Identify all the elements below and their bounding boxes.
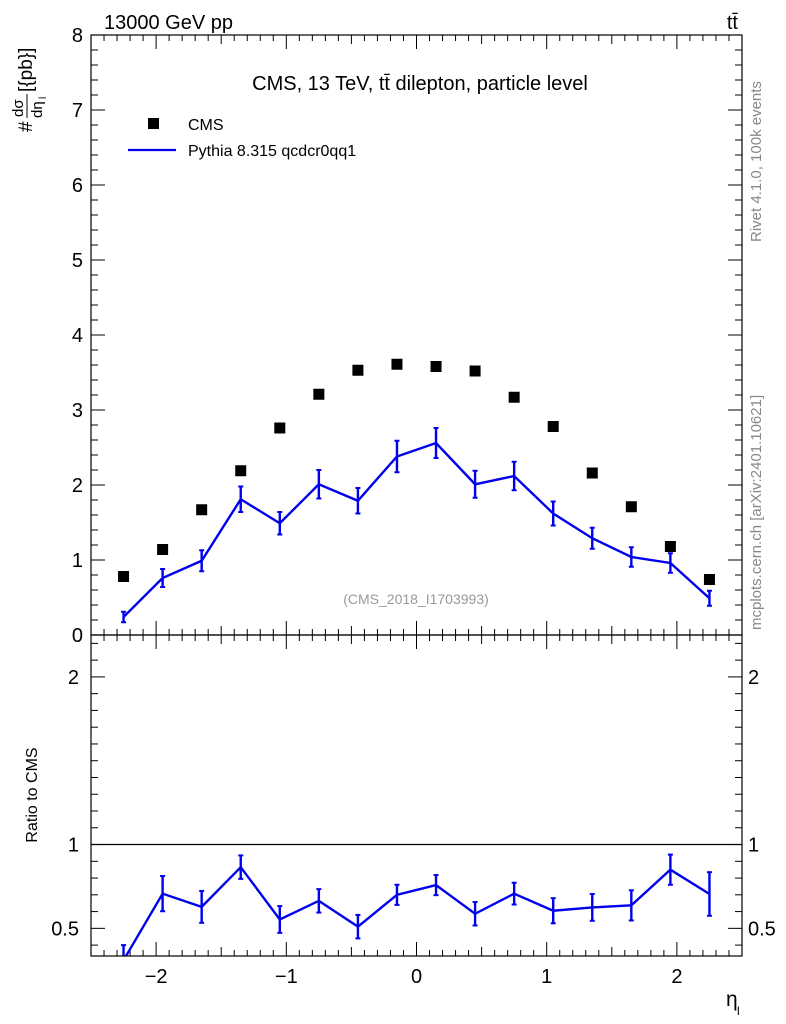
ratio-mc-line (124, 865, 711, 956)
x-tick-labels: −2 −1 0 1 2 (145, 966, 683, 988)
x-tick-label: 2 (671, 966, 682, 988)
x-tick-label: 0 (411, 966, 422, 988)
main-y-tick-labels: 0 1 2 3 4 5 6 7 8 (72, 25, 83, 647)
ratio-y-tick-label-right: 2 (748, 667, 759, 689)
cms-data-point (586, 467, 598, 479)
mcplots-reference-label: mcplots.cern.ch [arXiv:2401.10621] (748, 395, 765, 630)
legend-cms-marker (148, 118, 159, 129)
main-y-tick-label: 1 (72, 550, 83, 572)
cms-data-point (235, 465, 247, 477)
cms-data-point (508, 391, 520, 403)
main-y-tick-label: 8 (72, 25, 83, 47)
main-plot-title: CMS, 13 TeV, tt̄ dilepton, particle leve… (252, 73, 588, 95)
svg-text:η: η (726, 988, 738, 1011)
cms-data-point (352, 364, 364, 376)
x-axis-label: η l (726, 988, 740, 1018)
cms-data-point (703, 574, 715, 585)
svg-text:l: l (737, 1004, 740, 1018)
header-process-label: tt̄ (727, 12, 739, 34)
ratio-y-tick-label: 1 (68, 835, 79, 857)
cms-data-point (664, 541, 676, 552)
svg-text:[{pb}]: [{pb}] (16, 48, 37, 92)
main-y-tick-label: 7 (72, 100, 83, 122)
cms-data-point (547, 421, 559, 432)
rivet-version-label: Rivet 4.1.0, 100k events (748, 81, 765, 242)
mc-series (121, 427, 712, 624)
ratio-y-tick-label: 0.5 (51, 918, 79, 940)
cms-data-point (313, 388, 325, 400)
main-y-axis-label: # dσ dη l [{pb}] (10, 48, 49, 132)
main-y-tick-label: 2 (72, 475, 83, 497)
cms-data-point (118, 571, 130, 582)
watermark-analysis-id: (CMS_2018_I1703993) (343, 591, 489, 607)
ratio-y-tick-label-right: 0.5 (748, 918, 776, 940)
mc-line (122, 441, 711, 618)
main-axis-ticks (90, 34, 743, 636)
legend-cms-label: CMS (188, 117, 224, 134)
x-tick-label: −1 (275, 966, 298, 988)
ratio-mc-series (121, 853, 712, 956)
svg-text:#: # (16, 121, 37, 132)
cms-data-point (196, 504, 208, 516)
legend: CMS Pythia 8.315 qcdcr0qq1 (128, 117, 356, 160)
main-y-tick-label: 5 (72, 250, 83, 272)
svg-text:l: l (38, 97, 49, 99)
cms-data-point (625, 501, 637, 513)
cms-data-point (391, 358, 403, 370)
legend-mc-label: Pythia 8.315 qcdcr0qq1 (188, 143, 356, 160)
ratio-y-tick-labels: 0.5 0.5 1 1 2 2 (51, 667, 776, 940)
ratio-y-axis-label: Ratio to CMS (24, 747, 41, 842)
ratio-plot-panel: 0.5 0.5 1 1 2 2 −2 −1 0 1 2 (51, 634, 776, 988)
ratio-y-tick-label-right: 1 (748, 835, 759, 857)
cms-data-point (469, 365, 481, 377)
ratio-y-tick-label: 2 (68, 667, 79, 689)
cms-data-series (118, 358, 715, 585)
ratio-axis-ticks (90, 635, 743, 956)
main-plot-panel: 0 1 2 3 4 5 6 7 8 CMS, 13 TeV, tt̄ dilepton, par… (72, 25, 743, 647)
ratio-plot-frame (90, 634, 743, 957)
svg-text:dη: dη (29, 101, 46, 118)
x-tick-label: −2 (145, 966, 168, 988)
cms-data-point (157, 544, 169, 555)
main-y-tick-label: 0 (72, 625, 83, 647)
header-energy-label: 13000 GeV pp (104, 12, 233, 34)
cms-data-point (274, 422, 286, 434)
x-tick-label: 1 (541, 966, 552, 988)
svg-text:dσ: dσ (10, 99, 27, 117)
main-y-tick-label: 6 (72, 175, 83, 197)
main-y-tick-label: 3 (72, 400, 83, 422)
main-y-tick-label: 4 (72, 325, 83, 347)
cms-data-point (430, 361, 442, 372)
